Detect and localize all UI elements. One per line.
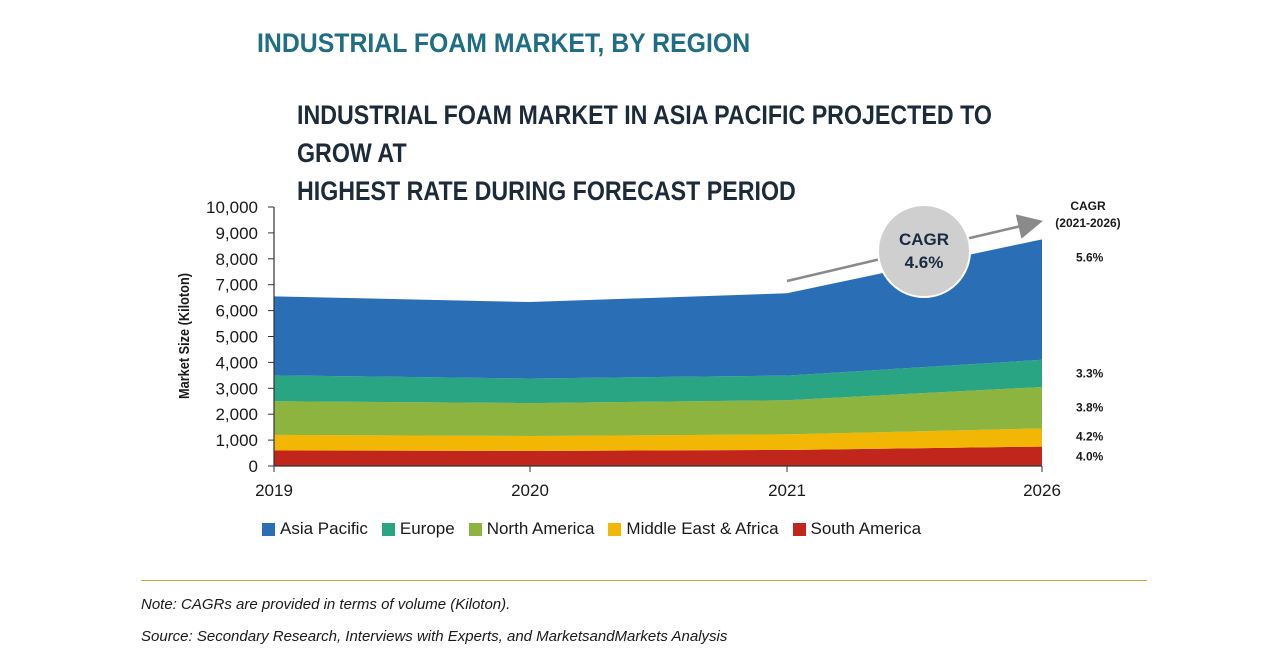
area-europe [274, 359, 1042, 404]
note-text: Note: CAGRs are provided in terms of vol… [141, 596, 511, 613]
source-text: Source: Secondary Research, Interviews w… [141, 628, 728, 645]
divider-line [141, 580, 1147, 581]
area-asia-pacific [274, 239, 1042, 379]
area-south-america [274, 446, 1042, 466]
subtitle-line-2: HIGHEST RATE DURING FORECAST PERIOD [297, 176, 796, 206]
y-axis-label: Market Size (Kiloton) [175, 273, 192, 399]
x-tick-label: 2020 [511, 481, 549, 500]
legend-item-asia-pacific: Asia Pacific [262, 519, 368, 539]
cagr-bubble [877, 204, 971, 298]
cagr-label-north-america: 3.8% [1076, 401, 1104, 415]
y-tick-label: 5,000 [215, 328, 258, 347]
chart-legend: Asia Pacific Europe North America Middle Ea… [262, 519, 935, 539]
x-tick-label: 2019 [255, 481, 293, 500]
axes: 0 1,000 2,000 3,000 4,000 5,000 6,000 7,000 8,00… [175, 198, 1061, 500]
legend-swatch [381, 522, 395, 536]
cagr-period: (2021-2026) [1055, 216, 1120, 230]
page-title: INDUSTRIAL FOAM MARKET, BY REGION [257, 28, 751, 58]
y-tick-label: 1,000 [215, 431, 258, 450]
legend-label: Middle East & Africa [626, 519, 779, 538]
y-tick-label: 10,000 [206, 198, 258, 217]
cagr-label-asia-pacific: 5.6% [1076, 250, 1104, 264]
legend-label: Asia Pacific [280, 519, 368, 538]
legend-swatch [608, 522, 622, 536]
x-tick-label: 2021 [768, 481, 806, 500]
cagr-overlay: CAGR 4.6% CAGR (2021-2026) 4.0% 4.2% 3.8% 3.3% 5… [786, 199, 1121, 463]
y-tick-label: 7,000 [215, 276, 258, 295]
cagr-header: CAGR [1070, 199, 1106, 213]
legend-label: North America [486, 519, 595, 538]
legend-item-europe: Europe [381, 519, 455, 539]
y-tick-label: 0 [249, 457, 258, 476]
area-north-america [274, 387, 1042, 436]
cagr-bubble-value: 4.6% [905, 253, 944, 272]
cagr-label-europe: 3.3% [1076, 366, 1104, 380]
legend-item-middle-east-africa: Middle East & Africa [608, 519, 779, 539]
area-middle-east-africa [274, 428, 1042, 451]
legend-item-south-america: South America [792, 519, 922, 539]
legend-label: Europe [399, 519, 455, 538]
y-tick-label: 2,000 [215, 405, 258, 424]
legend-swatch [468, 522, 482, 536]
y-tick-label: 8,000 [215, 250, 258, 269]
x-tick-label: 2026 [1023, 481, 1061, 500]
y-tick-label: 4,000 [215, 353, 258, 372]
subtitle-line-1: INDUSTRIAL FOAM MARKET IN ASIA PACIFIC P… [297, 100, 992, 168]
series-areas [274, 239, 1042, 466]
legend-swatch [792, 522, 806, 536]
y-tick-label: 3,000 [215, 379, 258, 398]
legend-label: South America [810, 519, 922, 538]
legend-swatch [262, 522, 275, 536]
legend-item-north-america: North America [468, 519, 595, 539]
y-tick-label: 9,000 [215, 224, 258, 243]
cagr-bubble-label: CAGR [899, 230, 949, 249]
cagr-label-middle-east-africa: 4.2% [1076, 429, 1104, 443]
chart-subtitle: INDUSTRIAL FOAM MARKET IN ASIA PACIFIC P… [297, 96, 1002, 210]
y-tick-label: 6,000 [215, 302, 258, 321]
cagr-label-south-america: 4.0% [1076, 449, 1104, 463]
